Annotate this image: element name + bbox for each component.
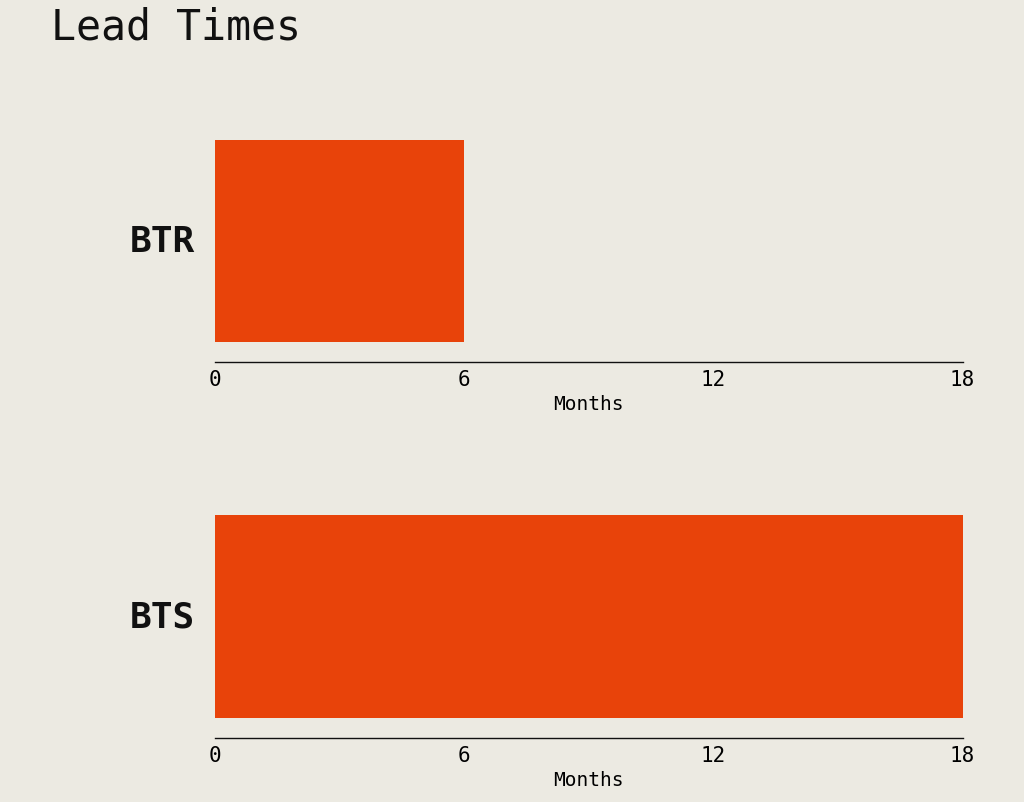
Bar <box>215 516 963 718</box>
Bar <box>215 140 464 342</box>
Text: BTS: BTS <box>129 600 195 634</box>
X-axis label: Months: Months <box>554 395 624 414</box>
X-axis label: Months: Months <box>554 770 624 789</box>
Text: Lead Times: Lead Times <box>51 6 301 48</box>
Text: BTR: BTR <box>129 225 195 258</box>
